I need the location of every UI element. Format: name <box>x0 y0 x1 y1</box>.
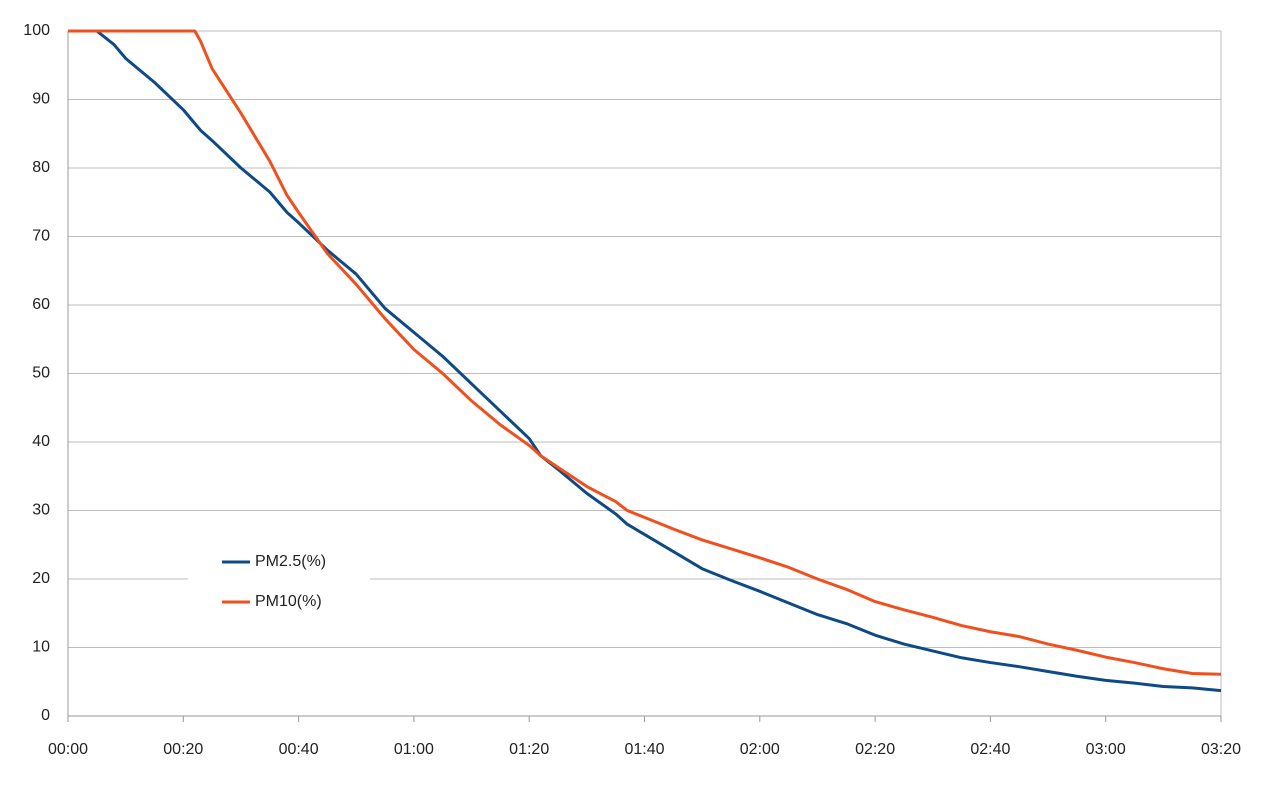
x-tick-label: 01:00 <box>394 741 434 758</box>
y-tick-label: 70 <box>32 228 50 245</box>
y-tick-label: 20 <box>32 570 50 587</box>
y-tick-label: 30 <box>32 502 50 519</box>
legend-box <box>188 540 370 620</box>
x-tick-label: 00:20 <box>163 741 203 758</box>
x-tick-label: 02:20 <box>855 741 895 758</box>
y-tick-label: 80 <box>32 159 50 176</box>
y-tick-label: 100 <box>23 22 50 39</box>
x-tick-label: 03:00 <box>1086 741 1126 758</box>
line-series <box>68 29 1222 676</box>
x-tick-label: 03:20 <box>1201 741 1241 758</box>
legend-label: PM10(%) <box>255 593 322 610</box>
line-series <box>68 29 1222 693</box>
x-tick-label: 01:20 <box>509 741 549 758</box>
x-tick-label: 00:40 <box>279 741 319 758</box>
x-tick-label: 02:40 <box>970 741 1010 758</box>
x-tick-label: 01:40 <box>624 741 664 758</box>
y-tick-label: 60 <box>32 296 50 313</box>
y-tick-label: 90 <box>32 91 50 108</box>
y-tick-label: 50 <box>32 365 50 382</box>
y-tick-label: 40 <box>32 433 50 450</box>
legend-label: PM2.5(%) <box>255 553 326 570</box>
y-tick-label: 10 <box>32 639 50 656</box>
x-tick-label: 02:00 <box>740 741 780 758</box>
y-tick-label: 0 <box>41 707 50 724</box>
x-tick-label: 00:00 <box>48 741 88 758</box>
